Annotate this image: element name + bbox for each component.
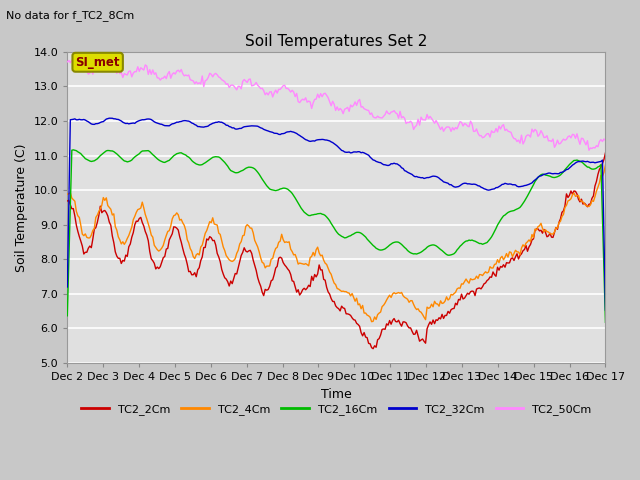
TC2_4Cm xyxy=(573,193,580,199)
TC2_50Cm xyxy=(225,84,233,90)
TC2_50Cm xyxy=(243,80,251,85)
TC2_16Cm xyxy=(131,154,139,160)
TC2_32Cm xyxy=(300,136,308,142)
TC2_4Cm xyxy=(251,238,259,243)
TC2_4Cm xyxy=(224,255,232,261)
Line: TC2_4Cm: TC2_4Cm xyxy=(67,165,605,322)
TC2_2Cm xyxy=(242,248,250,254)
TC2_2Cm xyxy=(299,287,307,292)
TC2_16Cm xyxy=(573,157,580,163)
TC2_4Cm xyxy=(242,224,250,229)
TC2_4Cm xyxy=(129,217,137,223)
TC2_50Cm xyxy=(252,80,260,85)
Line: TC2_50Cm: TC2_50Cm xyxy=(67,60,605,150)
TC2_4Cm xyxy=(63,192,71,197)
Line: TC2_32Cm: TC2_32Cm xyxy=(67,118,605,310)
TC2_32Cm xyxy=(225,124,233,130)
TC2_50Cm xyxy=(585,147,593,153)
TC2_32Cm xyxy=(602,307,609,313)
TC2_16Cm xyxy=(63,313,71,319)
TC2_50Cm xyxy=(131,69,139,74)
TC2_2Cm xyxy=(224,279,232,285)
TC2_32Cm xyxy=(573,159,580,165)
TC2_32Cm xyxy=(252,123,260,129)
Line: TC2_16Cm: TC2_16Cm xyxy=(67,150,605,323)
Title: Soil Temperatures Set 2: Soil Temperatures Set 2 xyxy=(245,34,428,49)
TC2_4Cm xyxy=(368,319,376,324)
TC2_32Cm xyxy=(243,123,251,129)
TC2_50Cm xyxy=(63,59,71,65)
Text: No data for f_TC2_8Cm: No data for f_TC2_8Cm xyxy=(6,10,134,21)
Y-axis label: Soil Temperature (C): Soil Temperature (C) xyxy=(15,143,28,272)
X-axis label: Time: Time xyxy=(321,388,352,401)
TC2_16Cm xyxy=(243,165,251,170)
TC2_2Cm xyxy=(129,230,137,236)
TC2_2Cm xyxy=(602,150,609,156)
TC2_50Cm xyxy=(573,131,580,137)
TC2_16Cm xyxy=(70,147,77,153)
TC2_32Cm xyxy=(63,284,71,290)
TC2_2Cm xyxy=(251,263,259,268)
TC2_50Cm xyxy=(68,57,76,63)
TC2_2Cm xyxy=(573,191,580,197)
TC2_2Cm xyxy=(369,346,377,351)
TC2_16Cm xyxy=(602,320,609,325)
TC2_32Cm xyxy=(106,115,113,121)
Text: SI_met: SI_met xyxy=(76,56,120,69)
TC2_50Cm xyxy=(602,138,609,144)
TC2_16Cm xyxy=(252,168,260,173)
TC2_4Cm xyxy=(602,162,609,168)
TC2_50Cm xyxy=(300,97,308,103)
Line: TC2_2Cm: TC2_2Cm xyxy=(67,153,605,348)
TC2_16Cm xyxy=(300,209,308,215)
TC2_2Cm xyxy=(63,198,71,204)
TC2_4Cm xyxy=(299,261,307,267)
Legend: TC2_2Cm, TC2_4Cm, TC2_16Cm, TC2_32Cm, TC2_50Cm: TC2_2Cm, TC2_4Cm, TC2_16Cm, TC2_32Cm, TC… xyxy=(77,400,596,420)
TC2_16Cm xyxy=(225,166,233,171)
TC2_32Cm xyxy=(131,120,139,126)
